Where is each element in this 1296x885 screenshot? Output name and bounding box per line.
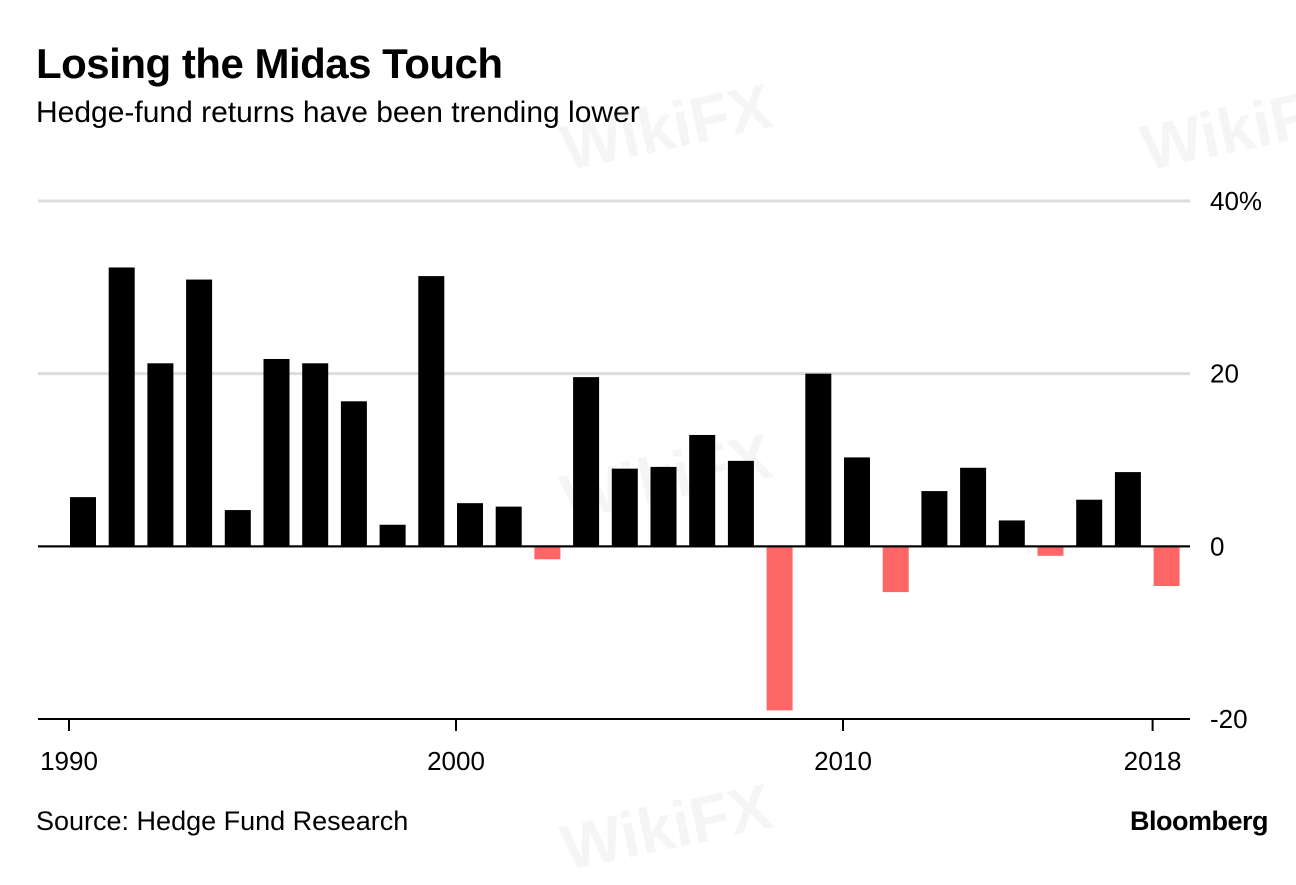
- bar-1991: [108, 267, 135, 547]
- bar-2009: [805, 373, 832, 547]
- y-tick-label: 40%: [1210, 186, 1262, 216]
- bar-1992: [147, 363, 174, 547]
- bar-2018: [1153, 546, 1180, 587]
- y-tick-label: 0: [1210, 531, 1224, 561]
- bar-2016: [1076, 499, 1103, 547]
- bloomberg-logo: Bloomberg: [1129, 806, 1269, 836]
- bar-2003: [573, 377, 600, 547]
- gridlines: [38, 199, 1190, 376]
- bar-2014: [998, 520, 1025, 547]
- chart-subtitle: Hedge-fund returns have been trending lo…: [36, 96, 640, 129]
- x-tick-label: 2018: [1124, 746, 1182, 776]
- bar-1996: [302, 363, 329, 547]
- bar-2013: [960, 467, 987, 547]
- x-tick-label: 1990: [40, 746, 98, 776]
- bar-2010: [844, 457, 870, 547]
- bar-2005: [650, 466, 677, 547]
- y-tick-labels: 40% 20 0 -20: [1210, 186, 1262, 734]
- bar-1997: [340, 401, 367, 547]
- bar-1994: [224, 510, 251, 547]
- bar-2008: [766, 546, 793, 711]
- bar-1999: [418, 276, 445, 547]
- bar-1990: [70, 497, 96, 547]
- bar-1993: [186, 279, 213, 547]
- bar-1995: [263, 358, 290, 547]
- bars: [70, 267, 1180, 711]
- bar-2002: [534, 546, 561, 560]
- bar-1998: [379, 524, 406, 547]
- bar-2006: [689, 434, 716, 547]
- bar-2012: [921, 491, 948, 547]
- bar-2007: [727, 460, 754, 547]
- x-tick-label: 2000: [427, 746, 485, 776]
- bar-chart: 40% 20 0 -20 1990 2000 2010 2018: [38, 186, 1262, 776]
- y-tick-label: -20: [1210, 704, 1248, 734]
- bar-2004: [611, 468, 638, 547]
- bar-2000: [457, 503, 483, 547]
- y-tick-label: 20: [1210, 359, 1239, 389]
- bar-2001: [495, 506, 522, 547]
- axes: [38, 545, 1190, 731]
- x-tick-labels: 1990 2000 2010 2018: [40, 746, 1181, 776]
- bar-2017: [1114, 472, 1141, 547]
- bar-2015: [1037, 546, 1064, 556]
- chart-title: Losing the Midas Touch: [36, 40, 503, 87]
- x-tick-label: 2010: [814, 746, 872, 776]
- source-note: Source: Hedge Fund Research: [36, 806, 409, 836]
- bar-2011: [882, 546, 909, 593]
